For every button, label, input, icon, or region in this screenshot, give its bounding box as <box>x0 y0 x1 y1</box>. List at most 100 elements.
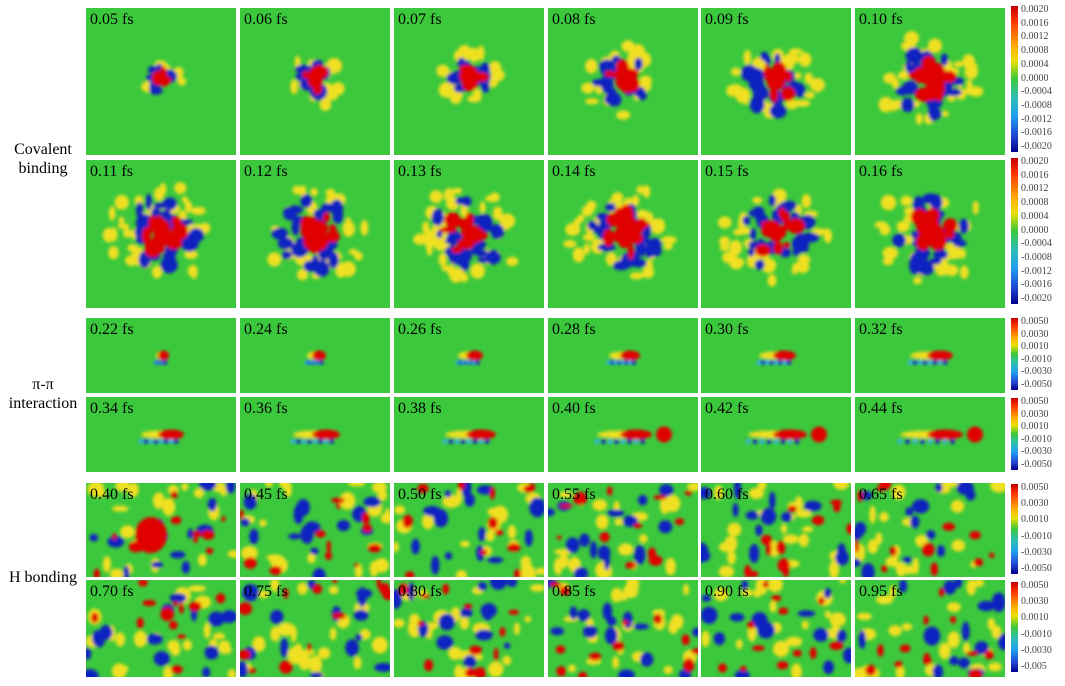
weak-positive-region <box>331 82 345 96</box>
weak-positive-region <box>968 86 984 97</box>
accumulation-region <box>767 77 775 89</box>
weak-positive-region <box>623 583 639 599</box>
weak-positive-region <box>506 256 519 267</box>
accumulation-region <box>326 540 332 554</box>
weak-positive-region <box>585 58 598 74</box>
depletion-region <box>146 633 163 645</box>
accumulation-region <box>303 231 310 249</box>
accumulation-region <box>967 426 983 443</box>
depletion-region <box>759 439 765 444</box>
depletion-region <box>423 505 442 517</box>
accumulation-region <box>556 535 562 540</box>
weak-positive-region <box>891 484 906 500</box>
depletion-region <box>312 439 318 444</box>
weak-positive-region <box>950 499 965 513</box>
depletion-region <box>312 567 326 577</box>
depletion-region <box>355 633 363 642</box>
time-label: 0.42 fs <box>705 400 749 417</box>
weak-positive-region <box>413 233 427 245</box>
weak-positive-region <box>127 483 139 498</box>
accumulation-region <box>179 602 184 614</box>
depletion-region <box>287 205 303 215</box>
depletion-region <box>860 490 873 501</box>
accumulation-region <box>527 483 536 492</box>
depletion-region <box>764 55 771 65</box>
density-map-panel: 0.38 fs <box>394 397 544 472</box>
weak-positive-region <box>730 67 742 76</box>
depletion-region <box>769 360 775 365</box>
time-label: 0.09 fs <box>705 11 749 28</box>
depletion-region <box>589 541 598 559</box>
depletion-region <box>794 439 800 444</box>
accumulation-region <box>879 483 892 491</box>
depletion-region <box>565 537 580 553</box>
weak-positive-region <box>991 625 1002 639</box>
accumulation-region <box>446 223 456 232</box>
depletion-region <box>760 360 766 365</box>
depletion-region <box>327 250 335 260</box>
depletion-region <box>476 485 494 495</box>
weak-positive-region <box>719 244 730 252</box>
weak-positive-region <box>888 625 902 637</box>
colorbar-tick-label: 0.0030 <box>1021 328 1049 340</box>
accumulation-region <box>158 350 169 361</box>
accumulation-region <box>332 612 347 620</box>
accumulation-region <box>457 483 465 491</box>
weak-positive-region <box>938 642 951 660</box>
weak-positive-region <box>801 620 809 630</box>
depletion-region <box>478 240 487 249</box>
depletion-region <box>932 360 938 365</box>
depletion-region <box>240 518 250 527</box>
depletion-region <box>998 633 1005 651</box>
weak-positive-region <box>583 243 590 255</box>
depletion-region <box>858 630 866 649</box>
density-map-panel: 0.85 fs <box>548 580 698 677</box>
weak-positive-region <box>133 630 148 648</box>
depletion-region <box>490 223 504 240</box>
colorbar-tick-label: 0.0010 <box>1021 514 1049 526</box>
depletion-region <box>591 78 606 87</box>
colorbar-tick-label: -0.0004 <box>1021 238 1052 250</box>
colorbar <box>1011 582 1018 672</box>
accumulation-region <box>188 601 202 612</box>
depletion-region <box>123 565 130 577</box>
depletion-region <box>926 529 936 540</box>
time-label: 0.24 fs <box>244 321 288 338</box>
depletion-region <box>640 652 654 667</box>
depletion-region <box>477 581 488 591</box>
depletion-region <box>823 660 834 675</box>
weak-positive-region <box>265 483 273 488</box>
accumulation-region <box>578 671 588 677</box>
depletion-region <box>301 439 307 444</box>
colorbar-tick-label: 0.0004 <box>1021 210 1049 222</box>
depletion-region <box>768 491 776 510</box>
accumulation-region <box>771 594 782 602</box>
accumulation-region <box>811 515 825 526</box>
weak-positive-region <box>394 505 406 515</box>
weak-positive-region <box>184 200 193 213</box>
depletion-region <box>162 258 178 270</box>
weak-positive-region <box>565 222 581 236</box>
accumulation-region <box>784 71 793 82</box>
depletion-region <box>489 580 508 590</box>
colorbar-tick-label: 0.0004 <box>1021 58 1049 70</box>
weak-positive-region <box>394 541 399 553</box>
accumulation-region <box>744 565 752 577</box>
accumulation-region <box>312 83 322 95</box>
depletion-region <box>484 439 490 444</box>
depletion-region <box>459 608 473 618</box>
accumulation-region <box>112 532 117 541</box>
weak-positive-region <box>479 201 486 214</box>
colorbar-tick-label: -0.0012 <box>1021 265 1052 277</box>
accumulation-region <box>988 552 995 558</box>
depletion-region <box>777 360 783 365</box>
weak-positive-region <box>459 540 470 548</box>
accumulation-region <box>620 350 640 361</box>
depletion-region <box>431 208 444 226</box>
weak-positive-region <box>438 82 455 98</box>
weak-positive-region <box>614 518 624 526</box>
accumulation-region <box>599 531 610 543</box>
accumulation-region <box>156 232 167 247</box>
weak-positive-region <box>629 272 644 280</box>
time-label: 0.90 fs <box>705 583 749 600</box>
